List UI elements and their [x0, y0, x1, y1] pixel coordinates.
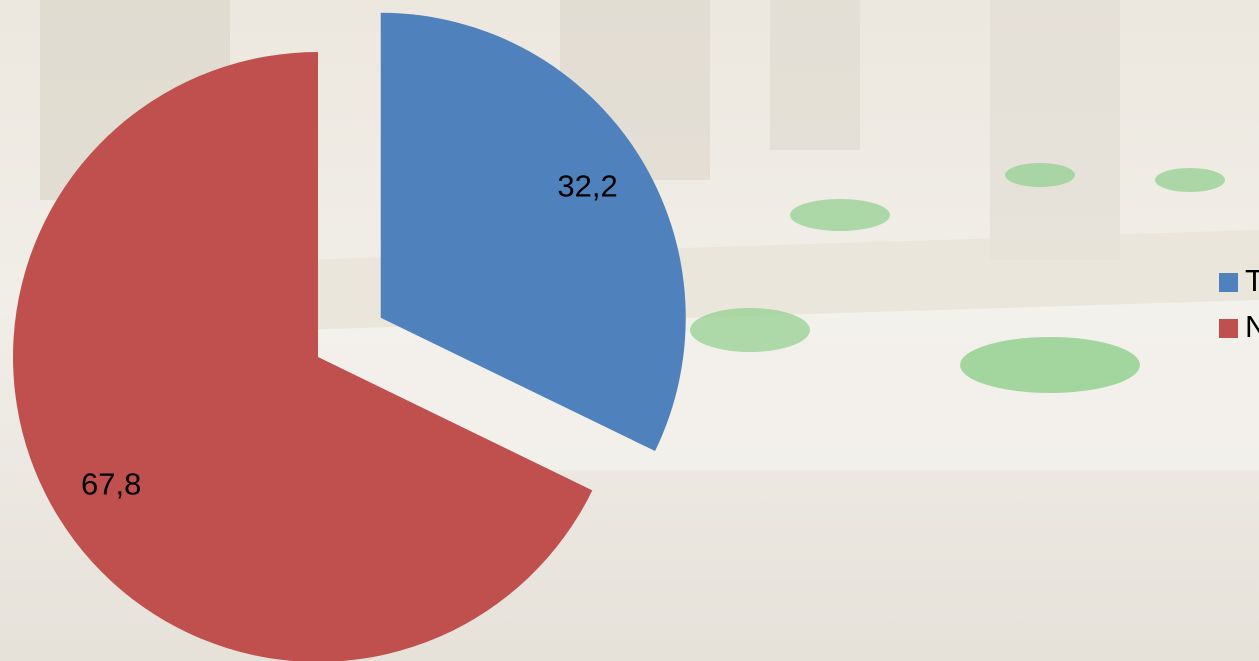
- legend-label: Nie: [1245, 309, 1259, 344]
- legend-swatch: [1219, 319, 1238, 338]
- chart: 32,2 67,8 Tak Nie: [0, 0, 1259, 661]
- legend-label: Tak: [1245, 263, 1259, 298]
- legend-swatch: [1219, 273, 1238, 292]
- data-label: 67,8: [81, 467, 141, 502]
- data-label: 32,2: [557, 168, 617, 203]
